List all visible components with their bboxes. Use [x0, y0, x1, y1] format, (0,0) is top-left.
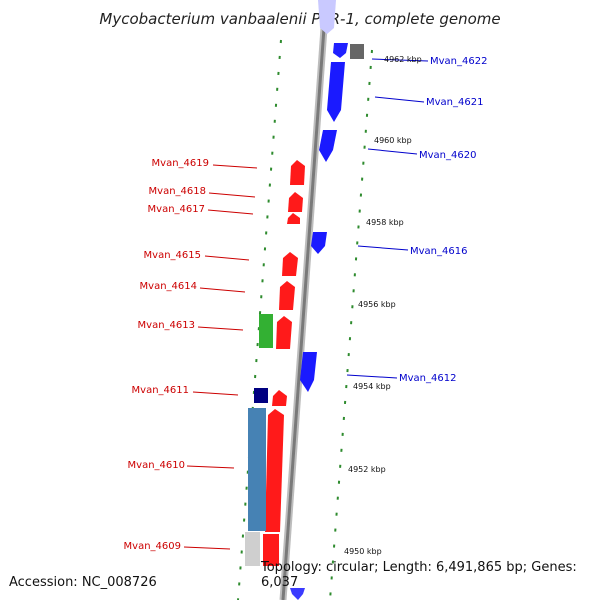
gene-label-mvan-4617[interactable]: Mvan_4617	[148, 204, 205, 215]
gene-mvan-4616[interactable]	[311, 232, 327, 254]
gene-label-mvan-4615[interactable]: Mvan_4615	[144, 250, 201, 261]
gene-mvan-4618[interactable]	[288, 192, 303, 212]
reverse-gene-labels: Mvan_4619 Mvan_4618 Mvan_4617 Mvan_4615 …	[124, 158, 209, 552]
gene-label-mvan-4614[interactable]: Mvan_4614	[140, 281, 197, 292]
steelblue-feature[interactable]	[248, 408, 266, 531]
map-title: Mycobacterium vanbaalenii PYR-1, complet…	[99, 10, 501, 28]
gene-mvan-4609[interactable]	[263, 534, 279, 566]
gene-mvan-4615[interactable]	[282, 252, 298, 276]
kbp-label: 4958 kbp	[366, 218, 404, 227]
forward-label-leaders	[346, 58, 429, 379]
kbp-label: 4956 kbp	[358, 300, 396, 309]
gene-mvan-4613[interactable]	[276, 316, 292, 349]
gene-label-mvan-4612[interactable]: Mvan_4612	[399, 373, 456, 384]
forward-gene-labels: Mvan_4622 Mvan_4621 Mvan_4620 Mvan_4616 …	[399, 56, 487, 384]
genome-backbone-core	[281, 0, 328, 600]
gene-label-mvan-4619[interactable]: Mvan_4619	[152, 158, 209, 169]
gene-mvan-4622-block[interactable]	[333, 43, 348, 58]
dark-feature[interactable]	[254, 388, 268, 403]
accession-text: Accession: NC_008726	[9, 575, 157, 590]
gene-mvan-4621[interactable]	[327, 62, 345, 122]
gene-label-mvan-4618[interactable]: Mvan_4618	[149, 186, 206, 197]
kbp-label: 4962 kbp	[384, 55, 422, 64]
gene-label-mvan-4620[interactable]: Mvan_4620	[419, 150, 476, 161]
gene-label-mvan-4609[interactable]: Mvan_4609	[124, 541, 181, 552]
gene-mvan-4617[interactable]	[287, 213, 300, 224]
gene-mvan-4610[interactable]	[265, 409, 284, 532]
bottom-edge-feature[interactable]	[290, 588, 305, 600]
gene-label-mvan-4610[interactable]: Mvan_4610	[128, 460, 185, 471]
kbp-label: 4954 kbp	[353, 382, 391, 391]
grey-feature[interactable]	[245, 532, 260, 566]
gene-mvan-4612[interactable]	[300, 352, 317, 392]
rna-feature[interactable]	[259, 314, 273, 348]
gene-label-mvan-4613[interactable]: Mvan_4613	[138, 320, 195, 331]
gene-mvan-4614[interactable]	[279, 281, 295, 310]
kbp-label: 4952 kbp	[348, 465, 386, 474]
kbp-label: 4950 kbp	[344, 547, 382, 556]
gene-label-mvan-4621[interactable]: Mvan_4621	[426, 97, 483, 108]
reverse-label-leaders	[183, 164, 258, 550]
kbp-scale: 4962 kbp 4960 kbp 4958 kbp 4956 kbp 4954…	[344, 55, 422, 556]
gene-label-mvan-4622[interactable]: Mvan_4622	[430, 56, 487, 67]
gene-mvan-4622-grey[interactable]	[350, 44, 364, 59]
forward-genes	[300, 43, 364, 392]
gene-label-mvan-4611[interactable]: Mvan_4611	[132, 385, 189, 396]
reverse-genes	[263, 160, 305, 566]
gene-mvan-4620[interactable]	[319, 130, 337, 162]
gene-mvan-4619[interactable]	[290, 160, 305, 185]
kbp-label: 4960 kbp	[374, 136, 412, 145]
top-edge-feature[interactable]	[318, 0, 336, 34]
topology-text: Topology: circular; Length: 6,491,865 bp…	[261, 560, 577, 590]
gene-mvan-4611[interactable]	[272, 390, 287, 406]
gene-label-mvan-4616[interactable]: Mvan_4616	[410, 246, 467, 257]
